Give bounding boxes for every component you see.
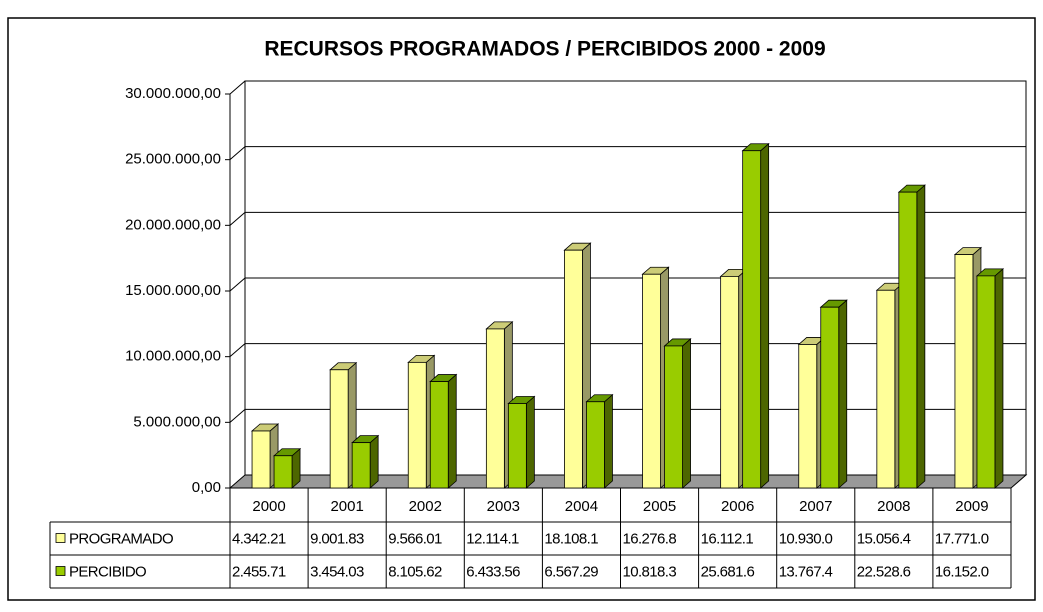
table-value: 18.108.1: [544, 530, 598, 547]
y-tick-label: 15.000.000,00: [125, 282, 221, 299]
bar-side: [369, 434, 379, 489]
bar-side: [916, 184, 926, 489]
bar-side: [994, 267, 1004, 489]
bar-side: [682, 338, 691, 489]
bar: [351, 442, 371, 489]
x-tick-label: 2006: [721, 498, 754, 515]
bar-side: [447, 373, 457, 489]
bar: [429, 381, 449, 489]
y-tick-label: 0,00: [192, 479, 221, 496]
table-value: 16.276.8: [623, 530, 677, 547]
bar-side: [604, 393, 613, 489]
bar: [251, 430, 271, 489]
grid-line: [229, 80, 246, 95]
bar-side: [838, 299, 848, 489]
table-value: 6.433.56: [466, 563, 520, 580]
bar: [720, 275, 740, 489]
y-tick-label: 30.000.000,00: [125, 85, 221, 102]
bar: [898, 191, 918, 489]
y-tick-label: 5.000.000,00: [133, 413, 221, 430]
table-value: 9.566.01: [388, 530, 442, 547]
x-tick-label: 2002: [409, 498, 442, 515]
table-value: 16.112.1: [701, 530, 754, 547]
table-value: 12.114.1: [466, 530, 519, 547]
bar-side: [525, 395, 535, 489]
table-value: 25.681.6: [701, 563, 755, 580]
bar: [876, 289, 896, 489]
bar-side: [760, 142, 770, 489]
table-value: 3.454.03: [310, 563, 364, 580]
x-tick-label: 2004: [565, 498, 598, 515]
legend-swatch: [55, 566, 66, 576]
y-tick-label: 10.000.000,00: [125, 348, 221, 365]
table-value: 15.056.4: [857, 530, 911, 547]
chart-title: RECURSOS PROGRAMADOS / PERCIBIDOS 2000 -…: [264, 38, 825, 61]
bar: [564, 249, 583, 489]
table-value: 13.767.4: [779, 563, 833, 580]
table-value: 10.818.3: [623, 563, 677, 580]
x-tick-label: 2009: [955, 498, 988, 515]
bar: [485, 328, 505, 489]
bar: [664, 345, 683, 489]
table-value: 8.105.62: [388, 563, 442, 580]
x-tick-label: 2000: [252, 498, 285, 515]
table-value: 2.455.71: [232, 563, 286, 580]
table-value: 9.001.83: [310, 530, 364, 547]
bar: [329, 369, 349, 489]
legend-label: PERCIBIDO: [69, 563, 146, 580]
x-tick-label: 2007: [799, 498, 832, 515]
bar: [642, 273, 661, 489]
table-value: 10.930.0: [779, 530, 833, 547]
grid-line: [229, 211, 246, 226]
legend-label: PROGRAMADO: [69, 530, 173, 547]
table-value: 16.152.0: [935, 563, 989, 580]
table-value: 6.567.29: [544, 563, 598, 580]
y-tick-label: 25.000.000,00: [125, 151, 221, 168]
bar: [742, 150, 762, 489]
x-tick-label: 2008: [877, 498, 910, 515]
table-value: 22.528.6: [857, 563, 911, 580]
bar: [273, 455, 293, 489]
grid-line: [229, 277, 246, 292]
bar: [954, 254, 974, 489]
y-tick-label: 20.000.000,00: [125, 216, 221, 233]
x-tick-label: 2005: [643, 498, 676, 515]
bar: [586, 401, 605, 489]
legend-swatch: [55, 533, 66, 543]
grid-line: [229, 146, 246, 161]
x-tick-label: 2003: [487, 498, 520, 515]
table-value: 17.771.0: [935, 530, 989, 547]
bar: [507, 403, 527, 489]
bar: [820, 306, 840, 489]
grid-line: [229, 408, 246, 423]
x-tick-label: 2001: [330, 498, 363, 515]
bar: [407, 361, 427, 489]
bar: [976, 275, 996, 489]
bar: [798, 344, 818, 489]
grid-line: [229, 343, 246, 358]
table-value: 4.342.21: [232, 530, 286, 547]
